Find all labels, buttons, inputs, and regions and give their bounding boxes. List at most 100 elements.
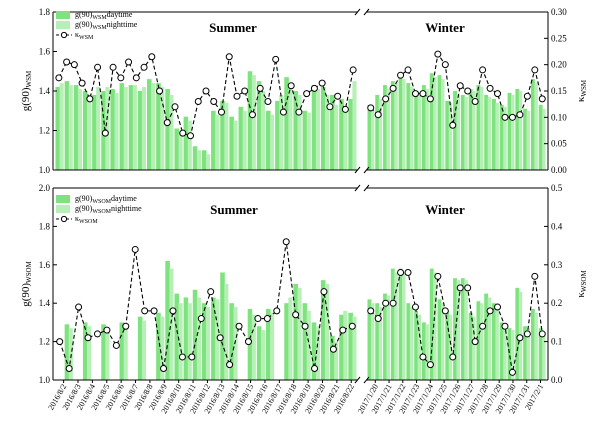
bar-summer-night	[215, 299, 220, 380]
axis-break-mark	[354, 166, 361, 174]
bar-summer-night	[68, 328, 73, 380]
kappa-point-summer	[287, 82, 295, 90]
bar-summer-day	[247, 71, 253, 170]
bar-summer-day	[211, 110, 216, 170]
bar-summer-day	[293, 91, 299, 170]
kappa-point-winter	[456, 82, 464, 90]
bar-winter-night	[448, 102, 453, 170]
bar-winter-day	[414, 310, 419, 380]
legend-swatch-night	[56, 21, 70, 29]
bar-winter-day	[492, 98, 496, 170]
bar-summer-day	[119, 322, 125, 380]
kappa-point-summer	[318, 79, 326, 87]
kappa-point-summer	[140, 63, 148, 71]
right-tick-label: 0.20	[551, 60, 567, 70]
kappa-point-summer	[273, 307, 281, 315]
bar-summer-day	[64, 324, 70, 380]
kappa-point-winter	[382, 95, 390, 103]
bar-summer-day	[192, 146, 198, 170]
kappa-point-summer	[131, 245, 139, 253]
bar-winter-night	[378, 307, 383, 380]
kappa-point-winter	[404, 268, 412, 276]
kappa-point-summer	[233, 92, 241, 100]
bar-summer-day	[82, 91, 88, 170]
bar-winter-day	[538, 328, 543, 380]
kappa-point-winter	[411, 303, 419, 311]
bar-summer-night	[297, 94, 302, 170]
bar-winter-day	[367, 104, 372, 170]
bar-winter-day	[460, 278, 465, 380]
kappa-point-summer	[65, 364, 73, 372]
kappa-point-summer	[132, 74, 140, 82]
kappa-point-summer	[125, 58, 133, 66]
bar-summer-day	[220, 272, 225, 380]
bar-winter-day	[375, 303, 380, 380]
right-tick-label: 0.00	[551, 165, 567, 175]
right-tick-label: 0.2	[551, 298, 562, 308]
kappa-point-summer	[112, 341, 120, 349]
kappa-point-winter	[374, 111, 382, 119]
kappa-point-winter	[434, 272, 442, 280]
kappa-point-winter	[404, 66, 412, 74]
bar-winter-day	[445, 310, 450, 380]
season-label-summer: Summer	[209, 20, 257, 35]
bar-summer-night	[114, 92, 119, 170]
bar-summer-night	[196, 297, 201, 380]
kappa-point-winter	[441, 61, 449, 69]
bar-summer-night	[242, 110, 247, 170]
kappa-point-summer	[329, 345, 337, 353]
kappa-point-summer	[279, 108, 287, 116]
bar-winter-night	[370, 303, 375, 380]
bar-summer-night	[87, 326, 92, 380]
bar-winter-day	[437, 299, 442, 380]
kappa-point-winter	[479, 66, 487, 74]
bar-winter-night	[472, 91, 476, 170]
bar-summer-night	[279, 94, 284, 170]
bar-winter-day	[507, 92, 512, 170]
kappa-point-summer	[94, 63, 102, 71]
kappa-point-winter	[486, 84, 494, 92]
y2-axis-label: κWSOM	[575, 270, 588, 298]
bar-summer-day	[110, 89, 115, 170]
bar-winter-night	[503, 106, 507, 170]
bar-summer-day	[174, 128, 180, 170]
bar-summer-night	[288, 83, 293, 170]
kappa-point-summer	[84, 334, 92, 342]
axis-break-mark	[354, 184, 361, 192]
bar-summer-night	[233, 307, 238, 380]
bar-winter-night	[394, 83, 398, 170]
kappa-point-summer	[207, 288, 215, 296]
kappa-point-winter	[411, 90, 419, 98]
left-tick-label: 1.4	[39, 298, 51, 308]
bar-summer-night	[315, 326, 320, 380]
kappa-point-summer	[148, 53, 156, 61]
kappa-point-winter	[494, 90, 502, 98]
bar-summer-day	[201, 303, 207, 380]
legend-label: g(90)WSMnighttime	[75, 20, 138, 31]
kappa-point-summer	[56, 338, 64, 346]
kappa-point-summer	[163, 119, 171, 127]
bar-winter-day	[390, 268, 395, 380]
bar-summer-night	[270, 312, 275, 380]
bar-winter-night	[409, 307, 414, 380]
bar-winter-night	[433, 272, 437, 380]
bar-winter-night	[409, 87, 414, 170]
bar-winter-day	[468, 89, 473, 170]
bar-summer-day	[183, 297, 189, 380]
bar-winter-day	[421, 322, 426, 380]
bar-summer-night	[169, 268, 174, 380]
kappa-point-summer	[320, 288, 328, 296]
bar-summer-night	[251, 314, 256, 380]
kappa-point-summer	[303, 90, 311, 98]
bar-winter-day	[523, 326, 528, 380]
bar-summer-day	[220, 100, 225, 170]
bar-winter-night	[495, 102, 499, 170]
bar-winter-day	[406, 83, 411, 170]
kappa-point-winter	[456, 284, 464, 292]
bar-summer-night	[160, 316, 165, 380]
bar-winter-night	[433, 77, 437, 170]
bar-summer-day	[302, 303, 308, 380]
bar-summer-night	[96, 87, 101, 170]
bar-summer-night	[352, 81, 357, 170]
bar-winter-day	[383, 85, 387, 170]
